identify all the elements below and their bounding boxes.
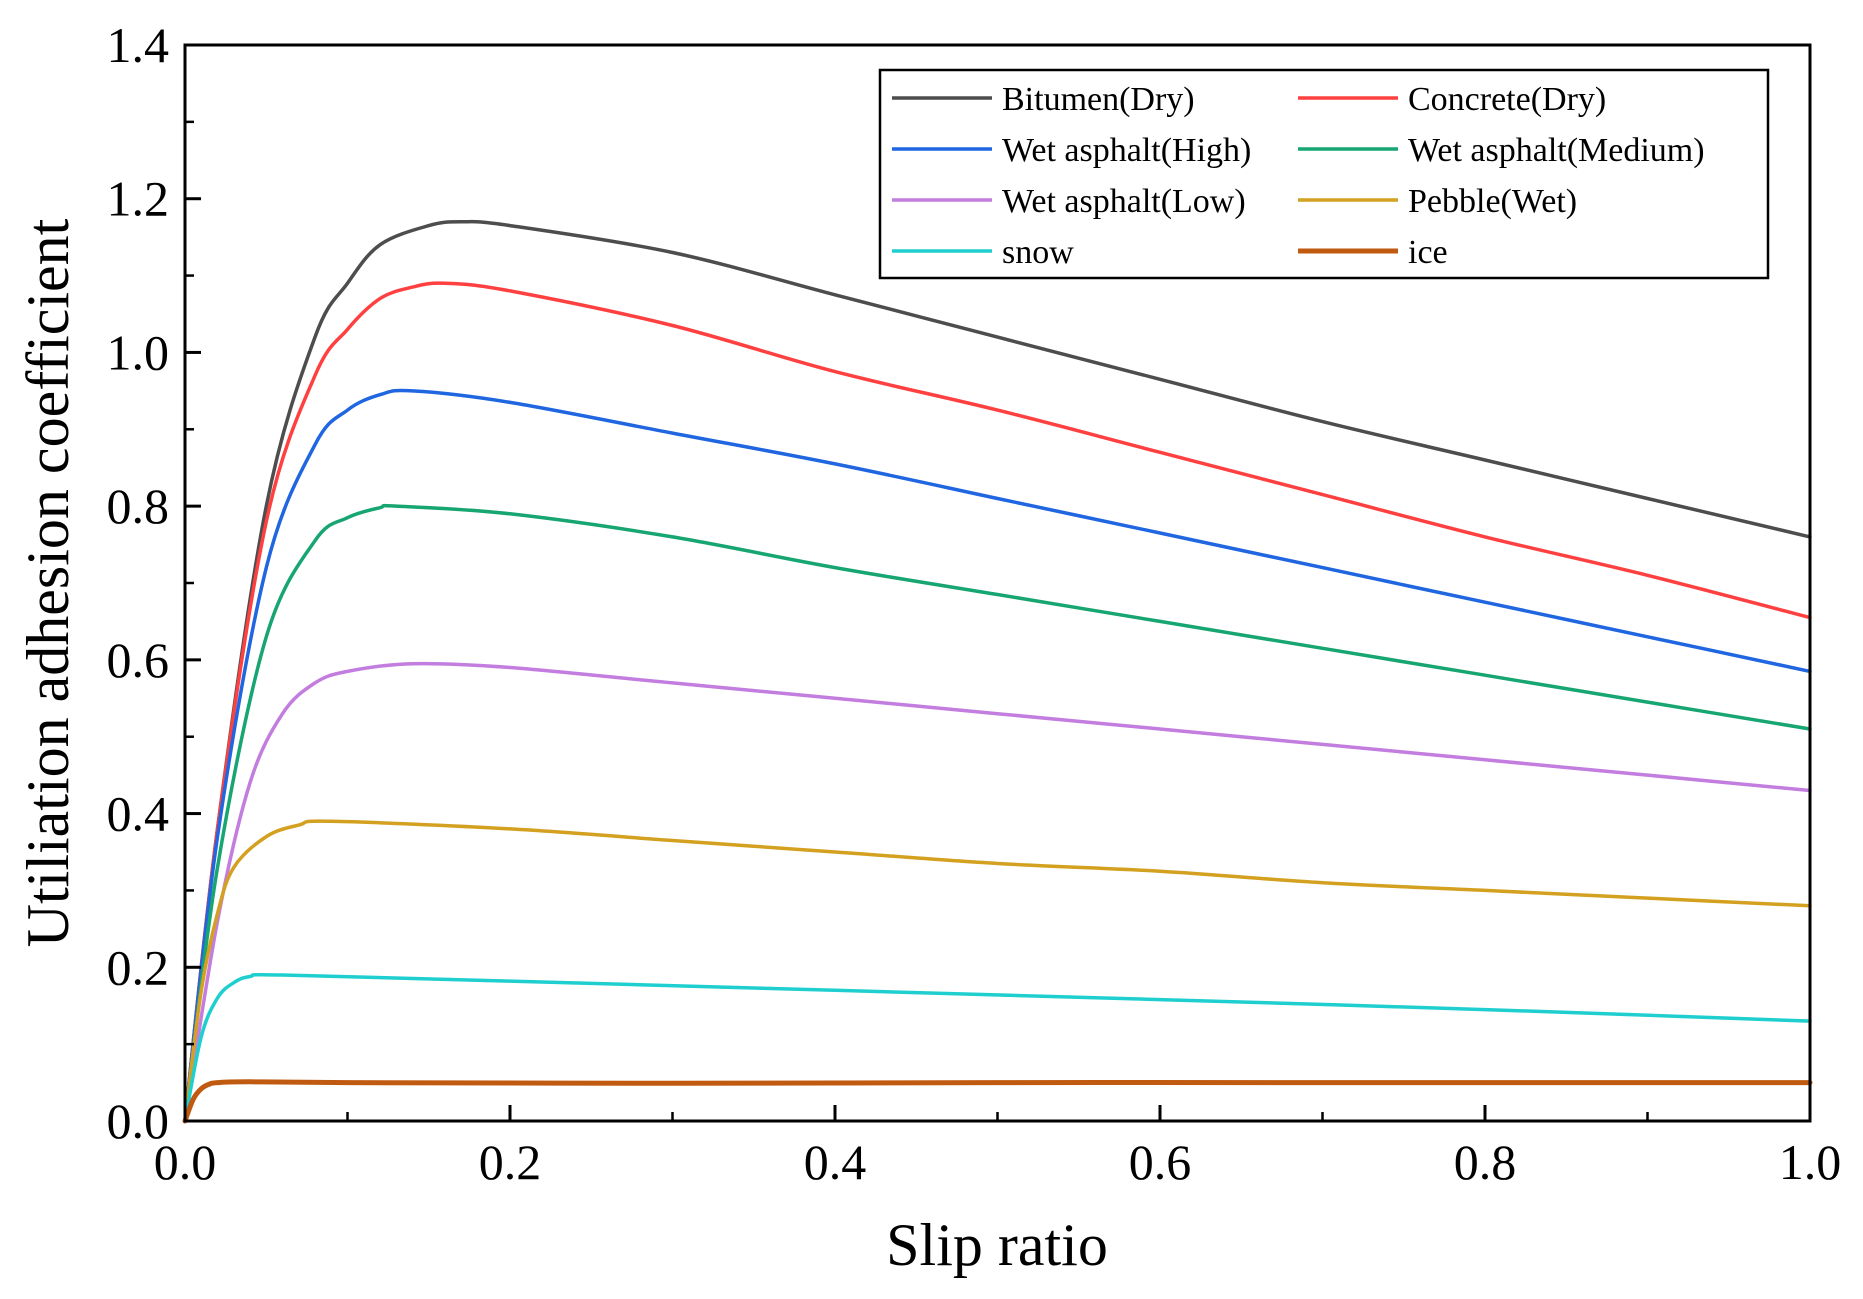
x-tick-label: 0.6 <box>1129 1134 1192 1190</box>
legend: Bitumen(Dry) Concrete(Dry) Wet asphalt(Hig… <box>878 68 1770 280</box>
x-tick-label: 0.4 <box>804 1134 867 1190</box>
legend-box <box>878 68 1770 280</box>
legend-label: Bitumen(Dry) <box>1002 81 1195 118</box>
series-line-pebble-wet <box>183 819 1812 1123</box>
legend-label: Concrete(Dry) <box>1408 81 1606 118</box>
series-layer <box>182 219 1813 1124</box>
legend-items: Bitumen(Dry) Concrete(Dry) Wet asphalt(Hig… <box>892 81 1705 271</box>
series-line-wet-asphalt-high <box>183 388 1812 1123</box>
x-tick-label: 0.8 <box>1454 1134 1517 1190</box>
ticks-layer: 0.0 0.2 0.4 0.6 0.8 1.0 0.0 0.2 0.4 0.6 0.8 1.0 1.2 1… <box>107 17 1842 1190</box>
series-line-wet-asphalt-medium <box>183 503 1812 1123</box>
legend-label: ice <box>1408 234 1448 271</box>
y-tick-label: 1.4 <box>107 17 170 73</box>
series-line-wet-asphalt-low <box>183 661 1812 1123</box>
x-axis-label: Slip ratio <box>886 1212 1108 1278</box>
legend-label: Pebble(Wet) <box>1408 183 1577 220</box>
legend-label: Wet asphalt(Low) <box>1002 183 1246 220</box>
x-tick-label: 0.2 <box>479 1134 542 1190</box>
y-tick-label: 0.4 <box>107 786 170 842</box>
x-tick-label: 0.0 <box>154 1134 217 1190</box>
y-axis-label: Utiliation adhesion coefficient <box>15 218 81 947</box>
legend-label: Wet asphalt(High) <box>1002 132 1251 169</box>
y-tick-label: 0.8 <box>107 478 170 534</box>
y-tick-label: 1.0 <box>107 324 170 380</box>
y-tick-label: 0.2 <box>107 939 170 995</box>
series-line-ice <box>182 1079 1813 1124</box>
x-tick-label: 1.0 <box>1779 1134 1842 1190</box>
y-tick-label: 1.2 <box>107 171 170 227</box>
legend-label: snow <box>1002 234 1074 271</box>
legend-label: Wet asphalt(Medium) <box>1408 132 1705 169</box>
y-tick-label: 0.6 <box>107 632 170 688</box>
y-tick-label: 0.0 <box>107 1093 170 1149</box>
series-line-bitumen-dry <box>183 219 1812 1123</box>
series-line-snow <box>183 972 1812 1123</box>
series-line-concrete-dry <box>183 281 1812 1123</box>
